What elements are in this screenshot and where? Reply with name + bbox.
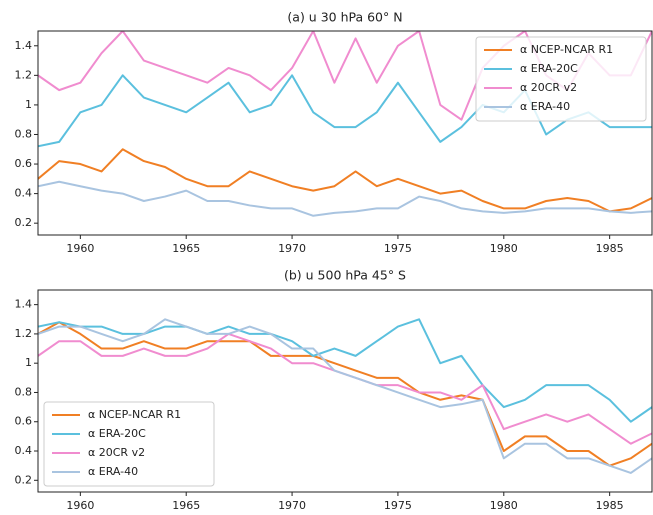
y-tick-label: 1	[25, 98, 32, 111]
x-tick-label: 1985	[596, 242, 624, 255]
x-tick-label: 1980	[490, 242, 518, 255]
x-tick-label: 1960	[66, 242, 94, 255]
legend-label: α 20CR v2	[520, 81, 577, 94]
plot-area	[38, 318, 652, 474]
y-tick-label: 0.4	[15, 444, 33, 457]
y-tick-label: 0.6	[15, 415, 33, 428]
series-line	[38, 74, 652, 148]
x-tick-label: 1970	[278, 242, 306, 255]
series-line	[38, 180, 652, 217]
plot-area	[38, 31, 652, 217]
legend-label: α 20CR v2	[88, 446, 145, 459]
y-tick-label: 0.2	[15, 216, 33, 229]
legend-box	[43, 401, 215, 487]
y-tick-label: 0.8	[15, 385, 33, 398]
axes-frame	[37, 289, 653, 493]
y-tick-label: 1.4	[15, 39, 33, 52]
y-tick-label: 0.4	[15, 187, 33, 200]
chart-title: (a) u 30 hPa 60° N	[287, 10, 402, 25]
legend-label: α NCEP-NCAR R1	[88, 408, 181, 421]
legend-label: α ERA-40	[520, 100, 570, 113]
y-tick-label: 1.4	[15, 298, 33, 311]
y-tick-label: 1	[25, 356, 32, 369]
x-tick-label: 1965	[172, 242, 200, 255]
x-tick-label: 1975	[384, 499, 412, 512]
x-tick-label: 1975	[384, 242, 412, 255]
y-tick-label: 1.2	[15, 327, 33, 340]
chart-title: (b) u 500 hPa 45° S	[284, 268, 406, 283]
series-line	[38, 148, 652, 213]
series-line	[38, 321, 652, 467]
legend-label: α ERA-20C	[520, 62, 578, 75]
legend-label: α ERA-40	[88, 465, 138, 478]
x-tick-label: 1960	[66, 499, 94, 512]
legend-label: α ERA-20C	[88, 427, 146, 440]
x-tick-label: 1985	[596, 499, 624, 512]
x-tick-label: 1980	[490, 499, 518, 512]
y-tick-label: 0.2	[15, 473, 33, 486]
y-tick-label: 0.8	[15, 127, 33, 140]
series-line	[38, 318, 652, 474]
x-tick-label: 1965	[172, 499, 200, 512]
x-tick-label: 1970	[278, 499, 306, 512]
legend-box	[475, 36, 647, 122]
y-tick-label: 0.6	[15, 157, 33, 170]
axes-frame	[37, 30, 653, 236]
series-line	[38, 318, 652, 423]
y-tick-label: 1.2	[15, 68, 33, 81]
legend-label: α NCEP-NCAR R1	[520, 43, 613, 56]
